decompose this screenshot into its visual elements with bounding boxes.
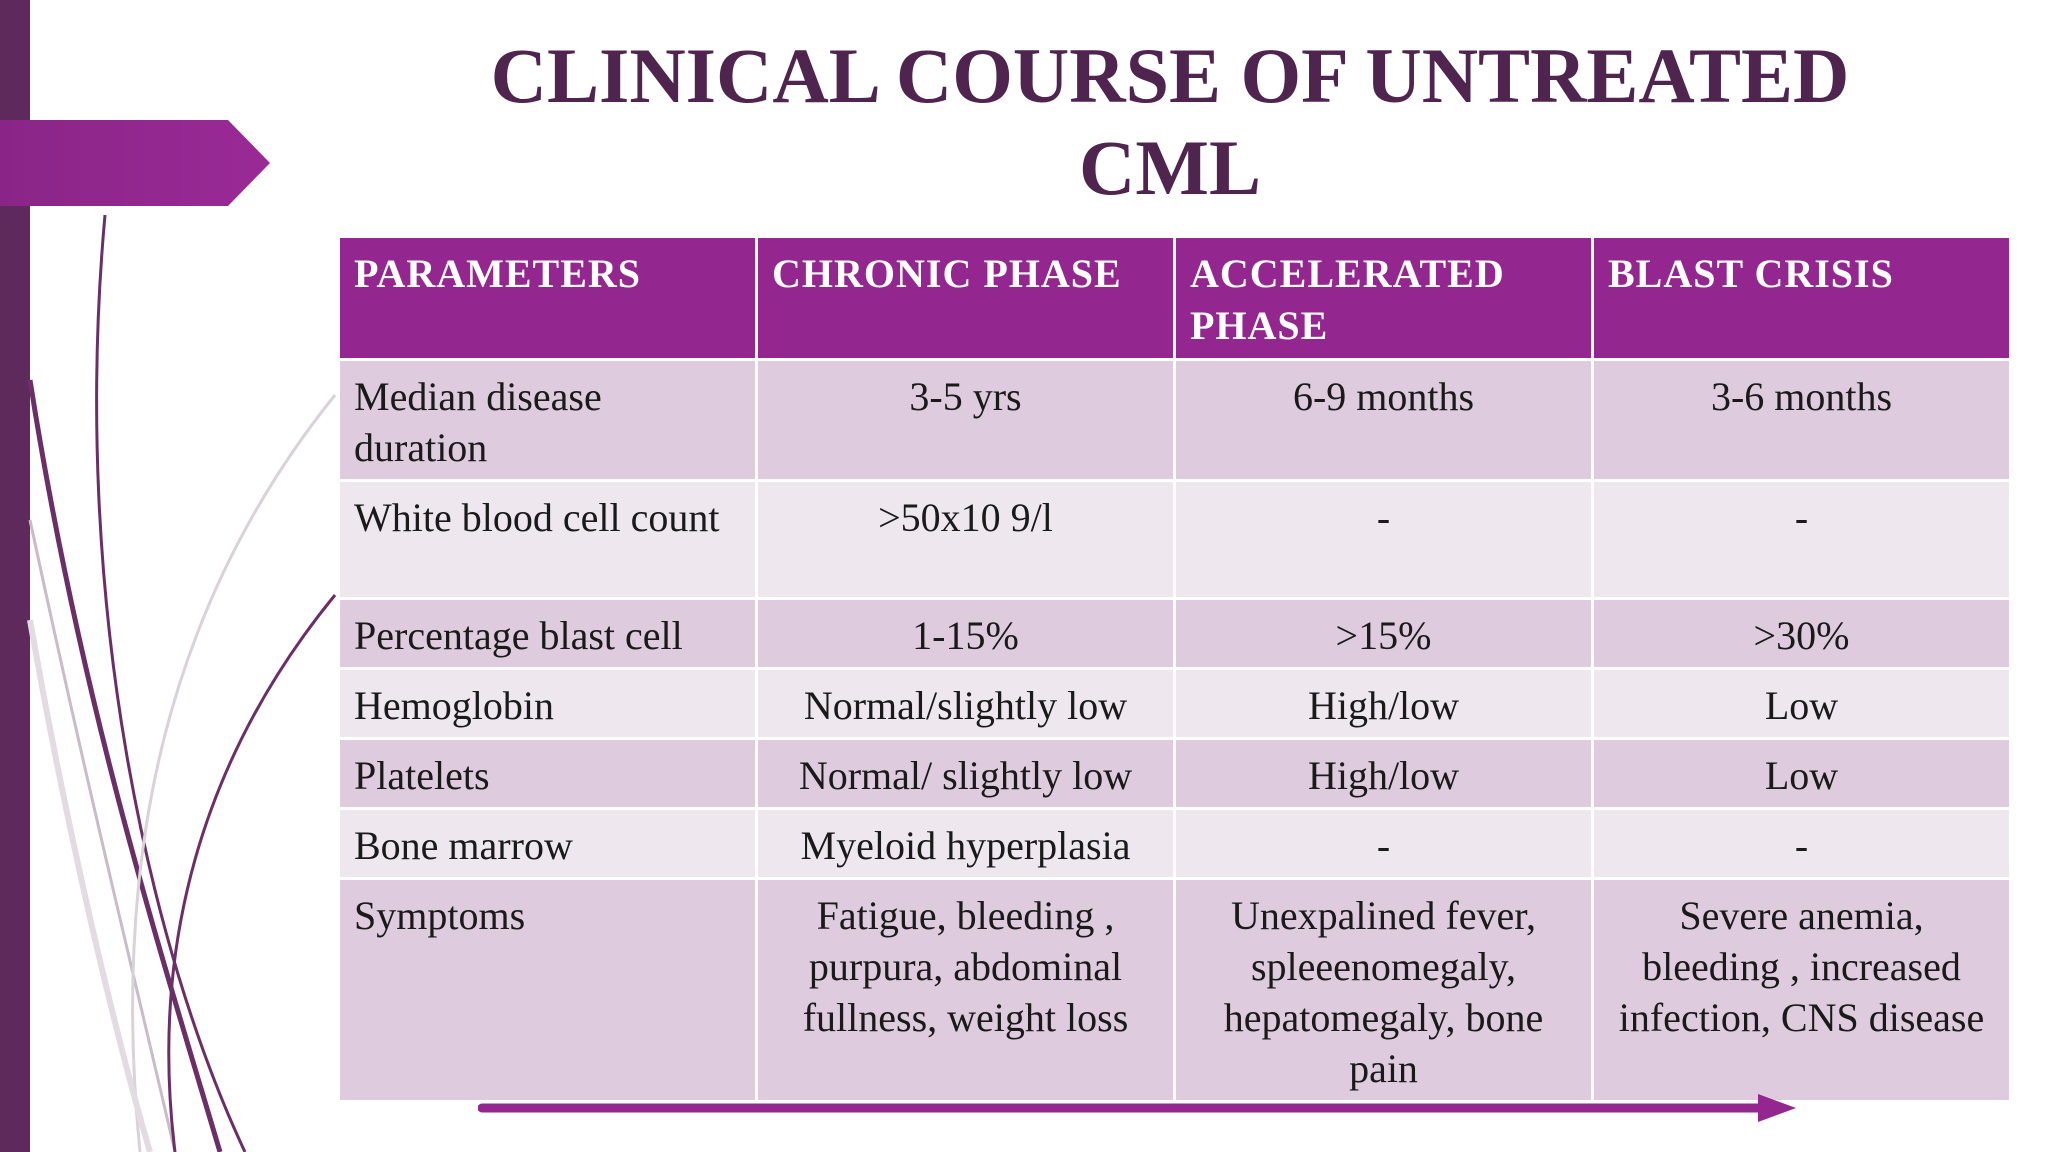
accelerated-value: Unexpalined fever, spleeenomegaly, hepat… [1173,877,1594,1103]
row-parameter: Hemoglobin [337,667,758,740]
chronic-value: >50x10 9/l [755,479,1176,600]
blast-value: Low [1591,667,2012,740]
blast-value: - [1591,807,2012,880]
chronic-value: 1-15% [755,597,1176,670]
accelerated-value: High/low [1173,737,1594,810]
table-row: White blood cell count >50x10 9/l - - [337,479,2012,600]
accelerated-value: - [1173,807,1594,880]
chronic-value: Fatigue, bleeding , purpura, abdominal f… [755,877,1176,1103]
table-row: Platelets Normal/ slightly low High/low … [337,737,2012,810]
accelerated-value: >15% [1173,597,1594,670]
header-parameters: PARAMETERS [337,235,758,361]
row-parameter: Symptoms [337,877,758,1103]
cml-course-table: PARAMETERS CHRONIC PHASE ACCELERATED PHA… [337,235,2012,1103]
slide-title: CLINICAL COURSE OF UNTREATED CML [490,32,1850,211]
row-parameter: Percentage blast cell [337,597,758,670]
accelerated-value: 6-9 months [1173,358,1594,482]
row-parameter: White blood cell count [337,479,758,600]
header-chronic-phase: CHRONIC PHASE [755,235,1176,361]
decorative-curves [27,214,337,1152]
blast-value: 3-6 months [1591,358,2012,482]
chronic-value: 3-5 yrs [755,358,1176,482]
blast-value: >30% [1591,597,2012,670]
blast-value: Severe anemia, bleeding , increased infe… [1591,877,2012,1103]
accelerated-value: - [1173,479,1594,600]
header-blast-crisis: BLAST CRISIS [1591,235,2012,361]
title-flag-shape [0,120,270,206]
header-accelerated-phase: ACCELERATED PHASE [1173,235,1594,361]
table-row: Hemoglobin Normal/slightly low High/low … [337,667,2012,740]
table-row: Percentage blast cell 1-15% >15% >30% [337,597,2012,670]
chronic-value: Normal/slightly low [755,667,1176,740]
chronic-value: Myeloid hyperplasia [755,807,1176,880]
row-parameter: Platelets [337,737,758,810]
table-header-row: PARAMETERS CHRONIC PHASE ACCELERATED PHA… [337,235,2012,361]
blast-value: Low [1591,737,2012,810]
blast-value: - [1591,479,2012,600]
table-row: Median disease duration 3-5 yrs 6-9 mont… [337,358,2012,482]
table-row: Bone marrow Myeloid hyperplasia - - [337,807,2012,880]
chronic-value: Normal/ slightly low [755,737,1176,810]
accelerated-value: High/low [1173,667,1594,740]
table-row: Symptoms Fatigue, bleeding , purpura, ab… [337,877,2012,1103]
row-parameter: Bone marrow [337,807,758,880]
right-arrow-icon [478,1094,1796,1122]
row-parameter: Median disease duration [337,358,758,482]
